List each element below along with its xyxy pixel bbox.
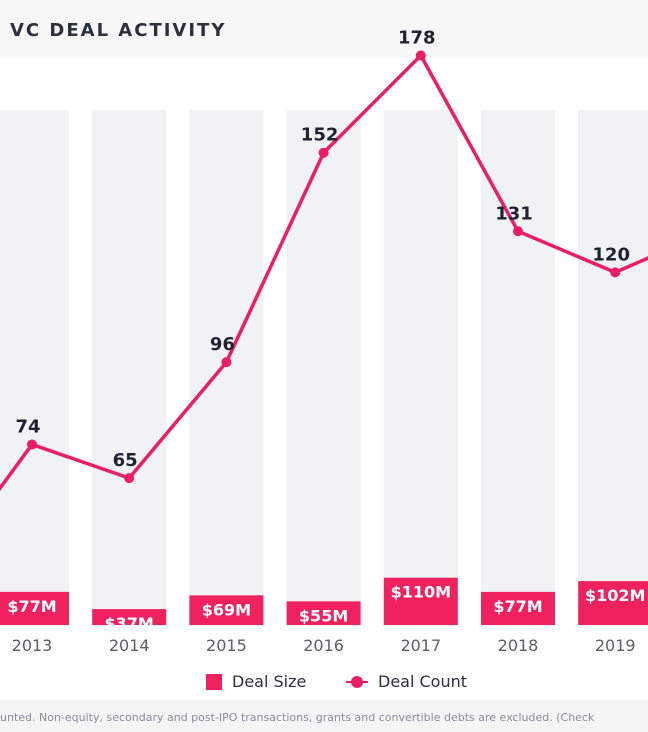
deal-count-label: 131 [495, 203, 533, 224]
chart-legend: Deal Size Deal Count [0, 668, 648, 696]
column-background [481, 110, 555, 626]
header-bar: VC DEAL ACTIVITY [0, 0, 648, 58]
deal-size-bar [189, 595, 264, 625]
deal-size-label: $77M [493, 597, 542, 616]
deal-size-label: $55M [299, 606, 348, 625]
x-tick-label: 2016 [303, 636, 344, 655]
deal-size-swatch [206, 673, 222, 690]
deal-size-bar [92, 609, 167, 625]
x-tick-label: 2019 [595, 636, 636, 655]
deal-count-label: 120 [592, 244, 630, 265]
chart-title: VC DEAL ACTIVITY [10, 20, 227, 41]
deal-size-label: $77M [7, 597, 56, 616]
x-tick-label: 2015 [206, 636, 247, 655]
column-background [286, 110, 361, 626]
column-background [578, 110, 648, 626]
deal-count-point [513, 226, 523, 237]
deal-size-bar [0, 591, 69, 625]
legend-item-deal-size[interactable]: Deal Size [206, 672, 306, 691]
deal-count-point [27, 439, 37, 450]
deal-size-label: $69M [202, 600, 251, 619]
column-background [92, 110, 167, 626]
footnote: unted. Non-equity, secondary and post-IP… [0, 700, 648, 732]
deal-size-bar [481, 591, 555, 625]
legend-label-deal-count: Deal Count [378, 672, 468, 691]
deal-count-point [610, 267, 621, 278]
deal-count-point [221, 357, 232, 368]
deal-count-point [415, 50, 426, 61]
deal-count-label: 96 [210, 334, 235, 355]
deal-size-bar [578, 581, 648, 625]
footnote-text: unted. Non-equity, secondary and post-IP… [0, 711, 595, 724]
deal-size-bar [383, 577, 458, 625]
deal-count-label: 152 [301, 125, 339, 146]
deal-size-label: $102M [585, 586, 645, 605]
deal-size-bar [286, 601, 361, 625]
x-tick-label: 2017 [400, 636, 441, 655]
legend-item-deal-count[interactable]: Deal Count [346, 672, 467, 691]
legend-label-deal-size: Deal Size [232, 672, 307, 691]
column-background [189, 110, 264, 626]
x-tick-label: 2018 [498, 636, 539, 655]
deal-size-label: $110M [391, 583, 451, 602]
deal-size-label: $37M [105, 614, 154, 633]
x-tick-label: 2014 [109, 636, 150, 655]
column-background [383, 110, 458, 626]
deal-count-label: 65 [113, 450, 138, 471]
deal-count-point [318, 147, 329, 158]
deal-count-label: 178 [398, 27, 436, 48]
x-tick-label: 2013 [12, 636, 53, 655]
deal-count-swatch [346, 674, 368, 690]
deal-count-label: 74 [15, 416, 40, 437]
deal-count-point [124, 473, 135, 484]
column-background [0, 110, 69, 626]
vc-deal-activity-chart: $77M 2013 $37M 2014 $69M 2015 $55M 2016 $110M 201… [0, 27, 648, 655]
